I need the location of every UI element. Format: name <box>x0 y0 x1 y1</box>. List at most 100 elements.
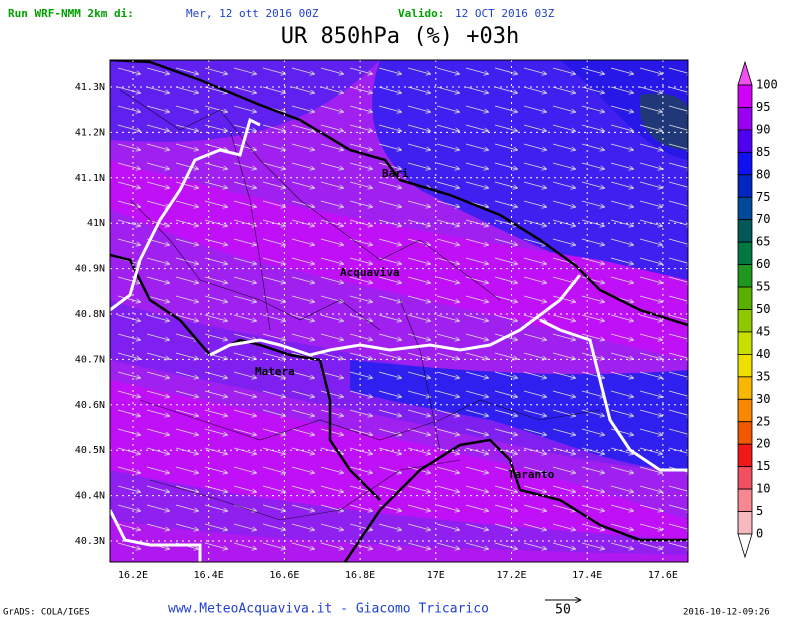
wind-arrow <box>117 105 140 112</box>
wind-arrow <box>668 143 688 150</box>
wind-arrow <box>465 504 488 511</box>
wind-arrow <box>233 124 256 131</box>
wind-arrow <box>146 162 169 169</box>
wind-arrow <box>320 124 343 131</box>
wind-arrow <box>291 390 314 397</box>
wind-arrow <box>233 67 256 74</box>
wind-arrow <box>378 181 401 188</box>
wind-arrow <box>117 314 140 321</box>
wind-arrow <box>117 428 140 435</box>
wind-arrow <box>117 409 140 416</box>
colorbar-label: 0 <box>756 527 763 541</box>
wind-arrow <box>291 238 314 245</box>
wind-arrow <box>639 485 662 492</box>
timestamp: 2016-10-12-09:26 <box>683 608 770 618</box>
wind-arrow <box>610 371 633 378</box>
wind-arrow <box>291 447 314 454</box>
wind-arrow <box>320 523 343 530</box>
wind-arrow <box>349 352 372 359</box>
wind-arrow <box>204 86 227 93</box>
wind-arrow <box>465 428 488 435</box>
wind-arrow <box>494 238 517 245</box>
wind-arrow <box>175 67 198 74</box>
city-label: Acquaviva <box>340 266 400 279</box>
wind-arrow <box>523 257 546 264</box>
wind-arrow <box>146 67 169 74</box>
colorbar-segment <box>737 129 753 153</box>
wind-arrow <box>146 390 169 397</box>
wind-arrow <box>262 371 285 378</box>
wind-arrow <box>668 352 688 359</box>
lat-label: 41.3N <box>75 82 105 93</box>
lon-label: 17.2E <box>496 570 526 581</box>
wind-arrow <box>668 67 688 74</box>
lat-label: 40.9N <box>75 264 105 275</box>
wind-arrow <box>552 466 575 473</box>
wind-arrow <box>378 542 401 549</box>
wind-arrow <box>436 371 459 378</box>
wind-arrow <box>117 542 140 549</box>
wind-arrow <box>378 314 401 321</box>
wind-arrow <box>552 276 575 283</box>
wind-arrow <box>175 143 198 150</box>
wind-arrow <box>465 466 488 473</box>
wind-arrow <box>668 105 688 112</box>
wind-arrow <box>233 276 256 283</box>
wind-arrow <box>378 143 401 150</box>
wind-arrow <box>320 371 343 378</box>
colorbar-segment <box>737 264 753 288</box>
wind-arrow <box>204 105 227 112</box>
colorbar-label: 95 <box>756 100 770 114</box>
wind-arrow <box>320 542 343 549</box>
wind-arrow <box>465 257 488 264</box>
wind-arrow <box>407 295 430 302</box>
colorbar-segment <box>737 151 753 176</box>
wind-arrow <box>639 257 662 264</box>
wind-arrow <box>639 314 662 321</box>
wind-arrow <box>639 295 662 302</box>
wind-arrow <box>233 314 256 321</box>
wind-arrow <box>291 371 314 378</box>
wind-arrow <box>494 162 517 169</box>
wind-arrow <box>639 523 662 530</box>
wind-arrow <box>465 295 488 302</box>
lon-label: 16.8E <box>345 570 375 581</box>
wind-arrow <box>320 86 343 93</box>
colorbar-segment <box>737 511 753 535</box>
wind-arrow <box>523 238 546 245</box>
wind-arrow <box>320 143 343 150</box>
wind-arrow <box>465 238 488 245</box>
wind-arrow <box>494 105 517 112</box>
wind-arrow <box>175 409 198 416</box>
wind-arrow <box>117 295 140 302</box>
vector-scale-label: 50 <box>555 603 571 618</box>
wind-arrow <box>204 219 227 226</box>
wind-arrow <box>320 390 343 397</box>
wind-arrow <box>581 504 604 511</box>
wind-arrow <box>407 143 430 150</box>
wind-arrow <box>146 181 169 188</box>
wind-arrow <box>552 371 575 378</box>
wind-arrow <box>349 295 372 302</box>
wind-arrow <box>233 295 256 302</box>
wind-arrow <box>262 390 285 397</box>
wind-arrow <box>320 314 343 321</box>
wind-arrow <box>436 105 459 112</box>
wind-arrow <box>204 200 227 207</box>
wind-arrow <box>378 124 401 131</box>
wind-arrow <box>320 200 343 207</box>
lon-label: 17E <box>427 570 445 581</box>
wind-arrow <box>146 371 169 378</box>
wind-arrow <box>233 542 256 549</box>
wind-arrow <box>407 124 430 131</box>
title: UR 850hPa (%) +03h <box>281 24 519 49</box>
wind-arrow <box>117 238 140 245</box>
map-frame <box>109 59 689 563</box>
wind-arrow <box>639 333 662 340</box>
wind-arrow <box>552 485 575 492</box>
wind-arrow <box>552 542 575 549</box>
wind-arrow <box>610 257 633 264</box>
wind-arrow <box>436 504 459 511</box>
wind-arrow <box>378 295 401 302</box>
